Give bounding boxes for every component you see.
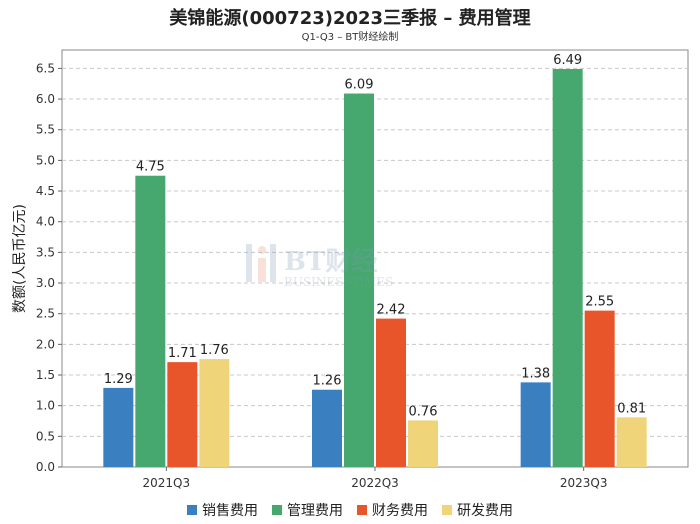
bar (552, 69, 583, 468)
y-tick-label: 5.5 (36, 123, 55, 137)
data-label: 0.81 (617, 401, 646, 416)
plot-area (61, 49, 689, 468)
x-tick-label: 2021Q3 (143, 476, 191, 490)
data-label: 1.29 (104, 372, 133, 387)
bar (167, 362, 198, 467)
y-tick-label: 4.5 (36, 184, 55, 198)
data-label: 2.42 (377, 303, 406, 318)
bar (616, 417, 647, 467)
legend-item: 管理费用 (272, 500, 343, 520)
bar (312, 389, 342, 467)
legend-swatch (187, 505, 197, 515)
legend-item: 财务费用 (357, 500, 428, 520)
data-label: 1.76 (200, 343, 229, 358)
svg-text:BUSINESSTIMES: BUSINESSTIMES (284, 275, 393, 289)
y-tick-label: 1.5 (36, 368, 55, 382)
bar (520, 382, 551, 467)
data-label: 1.38 (521, 366, 550, 381)
bar (199, 359, 230, 467)
legend-label: 销售费用 (202, 503, 258, 519)
legend-item: 销售费用 (187, 500, 258, 520)
legend-swatch (357, 505, 367, 515)
bar (584, 310, 615, 467)
chart-legend: 销售费用 管理费用 财务费用 研发费用 (0, 500, 700, 520)
data-label: 2.55 (585, 295, 614, 310)
y-tick-label: 2.0 (36, 337, 55, 351)
y-tick-label: 4.0 (36, 215, 55, 229)
x-tick-label: 2023Q3 (560, 476, 608, 490)
x-tick-label: 2022Q3 (351, 476, 399, 490)
legend-label: 管理费用 (287, 503, 343, 519)
legend-item: 研发费用 (442, 500, 513, 520)
y-axis-label: 数额(人民币亿元) (12, 204, 28, 313)
y-tick-label: 5.0 (36, 153, 55, 167)
y-tick-label: 2.5 (36, 307, 55, 321)
bar (135, 175, 166, 467)
bar (344, 93, 374, 467)
y-tick-label: 1.0 (36, 399, 55, 413)
data-label: 6.09 (345, 78, 374, 93)
y-tick-label: 6.0 (36, 92, 55, 106)
data-label: 1.26 (313, 374, 342, 389)
y-tick-label: 0.0 (36, 460, 55, 474)
data-label: 4.75 (136, 160, 165, 175)
data-label: 1.71 (168, 346, 197, 361)
y-tick-label: 3.0 (36, 276, 55, 290)
svg-text:BT财经: BT财经 (284, 246, 377, 277)
y-tick-label: 6.5 (36, 61, 55, 75)
data-label: 0.76 (409, 404, 438, 419)
y-tick-label: 0.5 (36, 429, 55, 443)
legend-swatch (272, 505, 282, 515)
legend-label: 财务费用 (372, 503, 428, 519)
bar (376, 318, 406, 467)
watermark-logo: BT财经 BUSINESSTIMES (244, 240, 464, 290)
bar (103, 387, 134, 467)
chart-subtitle: Q1-Q3 – BT财经绘制 (301, 32, 399, 43)
legend-label: 研发费用 (457, 503, 513, 519)
y-tick-label: 3.5 (36, 245, 55, 259)
data-label: 6.49 (553, 53, 582, 68)
legend-swatch (442, 505, 452, 515)
chart-title: 美锦能源(000723)2023三季报 – 费用管理 (169, 8, 531, 29)
bar (408, 420, 438, 467)
